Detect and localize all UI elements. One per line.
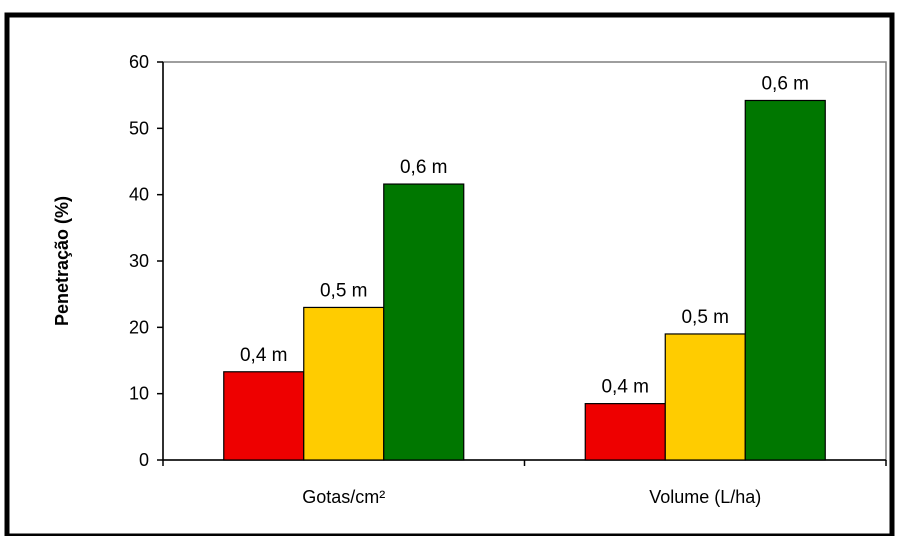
axes: 0 10 20 30 40 50 60: [129, 52, 887, 470]
bar: [744, 99, 826, 461]
x-category-label: Volume (L/ha): [649, 487, 761, 507]
bar: [664, 333, 746, 461]
y-axis-label: Penetração (%): [52, 196, 72, 326]
bar: [223, 371, 305, 461]
y-tick-label: 0: [139, 450, 149, 470]
bar-data-label: 0,4 m: [240, 345, 288, 366]
y-tick-label: 30: [129, 251, 149, 271]
bar-labels: 0,4 m 0,5 m 0,6 m 0,4 m 0,5 m 0,6 m: [240, 73, 809, 397]
bar-data-label: 0,6 m: [761, 73, 809, 94]
bar-data-label: 0,5 m: [320, 280, 368, 301]
y-tick-label: 20: [129, 317, 149, 337]
bar: [303, 306, 385, 461]
bar: [383, 183, 465, 461]
y-tick-label: 10: [129, 384, 149, 404]
x-category-label: Gotas/cm²: [302, 487, 385, 507]
y-tick-label: 60: [129, 52, 149, 72]
y-tick-label: 50: [129, 118, 149, 138]
bars: [223, 99, 826, 461]
bar: [584, 403, 666, 461]
bar-data-label: 0,6 m: [400, 157, 448, 178]
bar-data-label: 0,4 m: [601, 377, 649, 398]
category-labels: Gotas/cm² Volume (L/ha): [302, 487, 761, 507]
bar-data-label: 0,5 m: [681, 307, 729, 328]
y-tick-label: 40: [129, 185, 149, 205]
